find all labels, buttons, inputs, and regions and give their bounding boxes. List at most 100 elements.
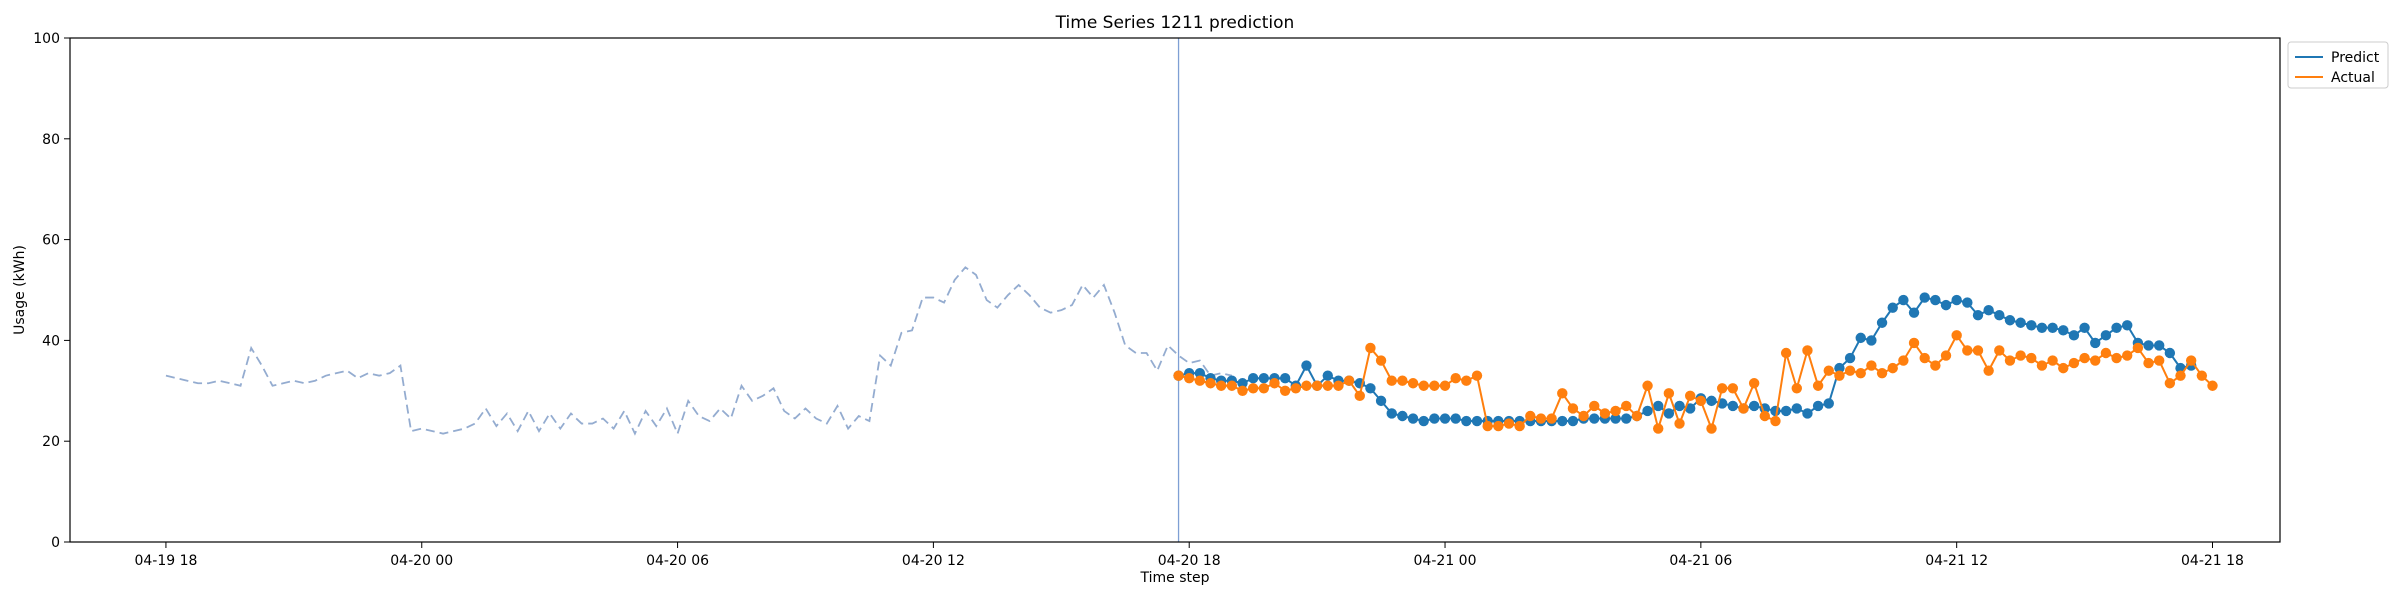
y-tick-label: 40 [42,333,60,349]
data-point-actual [2153,355,2165,366]
data-point-predict [1727,400,1739,412]
x-tick-label: 04-19 18 [134,553,197,569]
data-point-actual [2015,350,2026,361]
data-point-actual [1589,400,1600,412]
x-tick-label: 04-20 18 [1158,553,1221,569]
data-point-predict [1642,405,1653,417]
data-point-actual [1311,380,1323,391]
data-point-predict [1706,395,1717,407]
data-point-actual [2079,352,2090,364]
y-tick-label: 20 [42,434,60,450]
data-point-predict [1748,400,1760,412]
data-point-actual [1439,380,1451,391]
data-point-predict [1994,310,2005,321]
data-point-predict [1471,415,1483,427]
data-point-predict [1365,383,1376,394]
data-point-predict [2164,347,2176,359]
data-point-actual [1663,388,1675,399]
data-point-predict [2100,330,2112,341]
data-point-actual [1759,410,1771,422]
data-point-predict [1684,403,1696,414]
axes: 04-19 18 04-20 00 04-20 06 04-20 12 04-20 18… [33,31,2244,569]
data-point-actual [2207,380,2218,391]
data-point-actual [1386,375,1397,386]
data-point-actual [1290,383,1302,394]
data-point-predict [1908,307,1920,318]
data-point-predict [1194,367,1206,379]
x-tick-label: 04-20 06 [646,553,709,569]
data-point-predict [1418,415,1429,427]
data-point-actual [1279,385,1291,396]
data-point-actual [1354,390,1365,402]
data-point-actual [1812,380,1824,391]
history-line [165,266,1233,437]
data-point-actual [1930,360,1941,371]
data-point-actual [1599,408,1611,419]
data-point-actual [1951,330,1962,341]
data-point-actual [1461,375,1472,386]
data-point-actual [1706,423,1717,434]
data-point-predict [1983,304,1994,316]
data-point-actual [1429,380,1440,391]
data-point-actual [1535,413,1547,424]
data-point-predict [1450,413,1461,424]
data-point-predict [1855,332,1866,344]
data-point-actual [1855,367,1866,379]
data-point-actual [1258,383,1270,394]
data-point-actual [2164,378,2176,389]
data-point-predict [1247,373,1259,384]
data-point-predict [1802,408,1813,419]
data-point-predict [1823,398,1834,409]
data-point-predict [1972,310,1984,321]
data-point-actual [1215,380,1227,391]
data-point-actual [2132,342,2144,354]
x-tick-label: 04-21 18 [2181,553,2244,569]
x-tick-label: 04-21 12 [1925,553,1988,569]
data-point-predict [2068,330,2080,341]
data-point-predict [1397,410,1408,422]
data-point-actual [1525,410,1536,422]
data-point-predict [2015,317,2026,328]
data-point-predict [1258,373,1270,384]
data-point-actual [1173,370,1184,381]
data-point-actual [1450,373,1461,384]
data-point-predict [1919,292,1930,303]
data-point-actual [1471,370,1483,381]
data-point-actual [1514,420,1525,432]
data-point-predict [1439,413,1451,424]
x-tick-label: 04-21 00 [1414,553,1477,569]
data-point-predict [2090,337,2101,349]
data-point-actual [1962,345,1973,356]
data-point-actual [1418,380,1429,391]
plot-area [165,38,2218,542]
data-point-predict [1834,362,1845,374]
data-point-actual [1205,378,1216,389]
data-point-predict [1610,413,1621,424]
data-point-actual [1738,403,1749,414]
data-point-predict [1301,360,1312,371]
data-point-actual [1770,415,1781,427]
x-tick-label: 04-21 06 [1669,553,1732,569]
data-point-actual [1333,380,1344,391]
data-point-predict [1589,413,1600,424]
data-point-actual [1365,342,1376,354]
data-point-predict [1940,299,1952,311]
data-point-actual [2047,355,2058,366]
y-axis-title: Usage (kWh) [12,245,28,335]
data-point-actual [1567,403,1579,414]
data-point-actual [1194,375,1206,386]
data-point-actual [1621,400,1632,412]
data-point-actual [1684,390,1696,402]
data-point-actual [1727,383,1739,394]
data-point-predict [2036,322,2048,333]
data-point-actual [1674,418,1685,429]
data-point-actual [1823,365,1834,376]
data-point-actual [1482,420,1493,432]
x-axis-title: Time step [1140,570,1210,586]
data-point-actual [1844,365,1856,376]
data-point-actual [1407,378,1419,389]
data-point-predict [1279,373,1291,384]
data-point-actual [1301,380,1312,391]
data-point-actual [1972,345,1984,356]
